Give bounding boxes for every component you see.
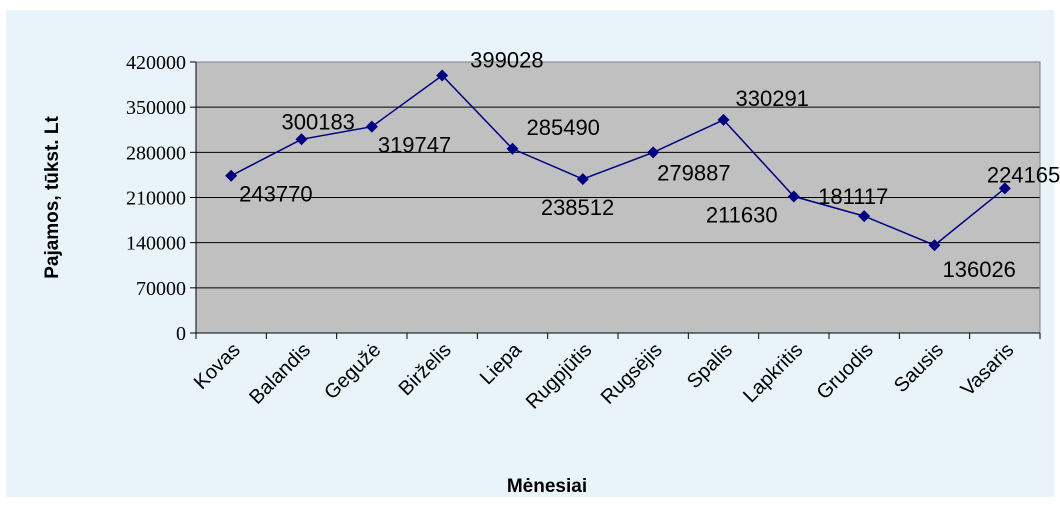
y-tick-label: 280000 bbox=[126, 142, 186, 164]
data-labels: 243770 300183 319747 399028 285490 238512 2798… bbox=[239, 48, 1060, 283]
data-marker bbox=[998, 182, 1011, 195]
data-marker bbox=[225, 169, 238, 182]
x-tick-label: Rugpjūtis bbox=[522, 339, 597, 414]
x-axis-title: Mėnesiai bbox=[507, 476, 587, 497]
series-line bbox=[230, 74, 1006, 247]
data-label: 285490 bbox=[527, 115, 600, 140]
data-marker bbox=[787, 190, 800, 203]
x-tick-label: Gruodis bbox=[813, 339, 878, 404]
y-tick-label: 350000 bbox=[126, 97, 186, 119]
data-label: 399028 bbox=[470, 48, 543, 73]
data-marker bbox=[436, 69, 449, 82]
data-marker bbox=[858, 210, 871, 223]
y-tick-label: 140000 bbox=[126, 233, 186, 255]
data-label: 243770 bbox=[239, 182, 312, 207]
y-tick-label: 210000 bbox=[126, 188, 186, 210]
x-tick-labels: Kovas Balandis Gegužė Birželis LiepaRugpjūti… bbox=[190, 338, 1019, 413]
data-marker bbox=[717, 113, 730, 126]
data-marker bbox=[928, 239, 941, 252]
y-tick-label: 420000 bbox=[126, 52, 186, 74]
data-label: 279887 bbox=[657, 160, 730, 185]
x-tick-label: Gegužė bbox=[320, 339, 385, 404]
data-markers bbox=[225, 69, 1011, 252]
data-label: 136026 bbox=[943, 257, 1016, 282]
y-tick-labels: 0 70000 140000 210000 280000 350000 420000 bbox=[126, 52, 186, 345]
data-marker bbox=[506, 142, 519, 155]
y-tick-label: 70000 bbox=[136, 278, 186, 300]
x-tick-label: Kovas bbox=[190, 339, 245, 394]
data-marker bbox=[295, 133, 308, 146]
x-tick-label: Rugsėjis bbox=[597, 339, 667, 409]
x-tick-label: Liepa bbox=[476, 338, 527, 389]
data-label: 319747 bbox=[378, 133, 451, 158]
data-label: 238512 bbox=[541, 195, 614, 220]
x-tick-label: Spalis bbox=[683, 339, 737, 393]
x-tick-label: Lapkritis bbox=[739, 339, 807, 407]
x-tick-label: Vasaris bbox=[957, 339, 1019, 401]
y-axis-title: Pajamos, tūkst. Lt bbox=[42, 116, 63, 279]
data-marker bbox=[647, 146, 660, 159]
x-tick-label: Birželis bbox=[395, 339, 456, 400]
x-tick-label: Sausis bbox=[890, 339, 948, 397]
data-label: 224165 bbox=[987, 162, 1060, 187]
data-label: 211630 bbox=[706, 202, 778, 227]
axes bbox=[195, 61, 1041, 339]
data-marker bbox=[576, 173, 589, 186]
data-marker bbox=[365, 120, 378, 133]
data-label: 300183 bbox=[282, 109, 355, 134]
data-label: 330291 bbox=[736, 86, 809, 111]
y-tick-label: 0 bbox=[176, 323, 186, 345]
x-tick-label: Balandis bbox=[245, 339, 315, 409]
data-label: 181117 bbox=[818, 184, 888, 209]
